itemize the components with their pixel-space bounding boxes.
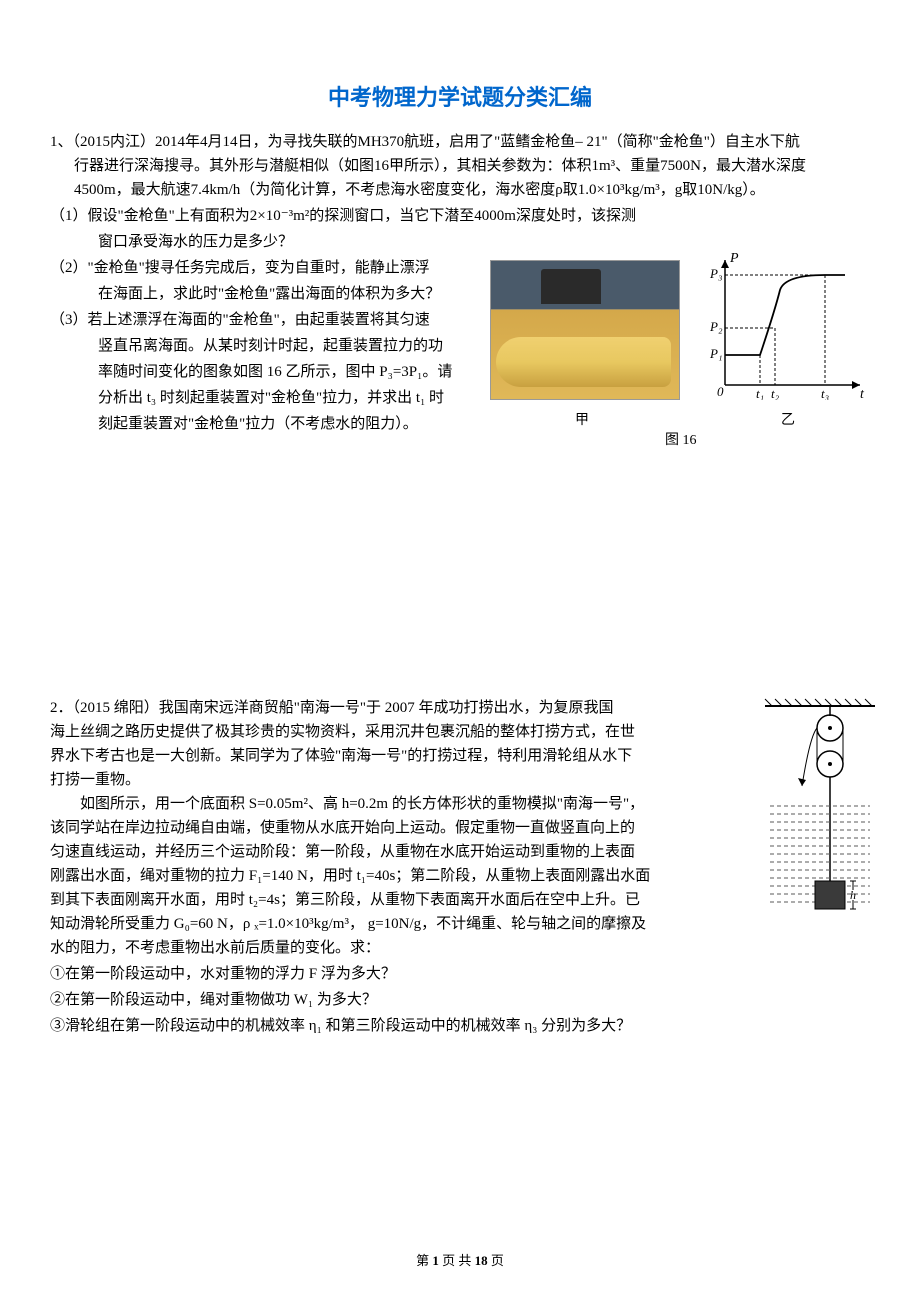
p2-para1-l3: 界水下考古也是一大创新。某同学为了体验"南海一号"的打捞过程，特利用滑轮组从水下 xyxy=(50,744,740,768)
problem-2: 2．（2015 绵阳）我国南宋远洋商贸船"南海一号"于 2007 年成功打捞出水… xyxy=(50,696,870,1038)
photo-background xyxy=(491,261,679,309)
page-footer: 第 1 页 共 18 页 xyxy=(0,1251,920,1272)
p1-lead-line1: 1、（2015内江）2014年4月14日，为寻找失联的MH370航班，启用了"蓝… xyxy=(50,130,870,154)
p1-q3-line3: 率随时间变化的图象如图 16 乙所示，图中 P₃=3P₁。请 xyxy=(98,360,498,384)
footer-prefix: 第 xyxy=(416,1253,432,1268)
footer-total: 18 xyxy=(475,1253,488,1268)
svg-text:0: 0 xyxy=(717,384,724,399)
svg-text:h: h xyxy=(850,888,856,902)
p2-para2-l4: 刚露出水面，绳对重物的拉力 F₁=140 N，用时 t₁=40s；第二阶段，从重… xyxy=(50,864,740,888)
p2-para1-l4: 打捞一重物。 xyxy=(50,768,740,792)
svg-text:t₁: t₁ xyxy=(756,386,764,400)
p2-para2-l3: 匀速直线运动，并经历三个运动阶段：第一阶段，从重物在水底开始运动到重物的上表面 xyxy=(50,840,740,864)
footer-mid: 页 共 xyxy=(439,1253,475,1268)
document-title: 中考物理力学试题分类汇编 xyxy=(50,80,870,115)
p2-para1-l2: 海上丝绸之路历史提供了极其珍贵的实物资料，采用沉井包裹沉船的整体打捞方式，在世 xyxy=(50,720,740,744)
p2-para2-l6: 知动滑轮所受重力 G₀=60 N，ρ ₓ=1.0×10³kg/m³， g=10N… xyxy=(50,912,740,936)
p1-lead-line3: 4500m，最大航速7.4km/h（为简化计算，不考虑海水密度变化，海水密度ρ取… xyxy=(74,178,870,202)
svg-text:t: t xyxy=(860,387,865,400)
svg-text:P₃: P₃ xyxy=(709,266,722,281)
fig16-caption-right: 乙 xyxy=(781,410,795,432)
p1-q3-line1: （3）若上述漂浮在海面的"金枪鱼"，由起重装置将其匀速 xyxy=(50,308,450,332)
p2-para2-l2: 该同学站在岸边拉动绳自由端，使重物从水底开始向上运动。假定重物一直做竖直向上的 xyxy=(50,816,740,840)
svg-text:t₂: t₂ xyxy=(771,386,780,400)
figure-16-graph: P₁ P₂ P₃ t₁ t₂ t₃ 0 P t xyxy=(700,250,870,400)
p1-lead-line2: 行器进行深海搜寻。其外形与潜艇相似（如图16甲所示），其相关参数为：体积1m³、… xyxy=(74,154,870,178)
p2-q1: ①在第一阶段运动中，水对重物的浮力 F 浮为多大？ xyxy=(50,962,740,986)
p1-q3-line2: 竖直吊离海面。从某时刻计时起，起重装置拉力的功 xyxy=(98,334,498,358)
p1-q2-line2: 在海面上，求此时"金枪鱼"露出海面的体积为多大？ xyxy=(98,282,498,306)
p2-q2: ②在第一阶段运动中，绳对重物做功 W₁ 为多大？ xyxy=(50,988,740,1012)
problem-1: 1、（2015内江）2014年4月14日，为寻找失联的MH370航班，启用了"蓝… xyxy=(50,130,870,436)
p2-para2-l1: 如图所示，用一个底面积 S=0.05m²、高 h=0.2m 的长方体形状的重物模… xyxy=(50,792,740,816)
fig16-caption-main: 图 16 xyxy=(665,430,697,452)
p1-q1-line1: （1）假设"金枪鱼"上有面积为2×10⁻³m²的探测窗口，当它下潜至4000m深… xyxy=(50,204,870,228)
p2-q3: ③滑轮组在第一阶段运动中的机械效率 η₁ 和第三阶段运动中的机械效率 η₃ 分别… xyxy=(50,1014,740,1038)
svg-text:P₁: P₁ xyxy=(709,346,722,361)
fig16-caption-left: 甲 xyxy=(575,410,589,432)
p1-q2-line1: （2）"金枪鱼"搜寻任务完成后，变为自重时，能静止漂浮 xyxy=(50,256,450,280)
p1-q3-line5: 刻起重装置对"金枪鱼"拉力（不考虑水的阻力）。 xyxy=(98,412,498,436)
p1-q3-line4: 分析出 t₃ 时刻起重装置对"金枪鱼"拉力，并求出 t₁ 时 xyxy=(98,386,498,410)
auv-shape xyxy=(496,337,671,387)
figure-16-photo xyxy=(490,260,680,400)
svg-text:P: P xyxy=(729,251,739,266)
svg-text:P₂: P₂ xyxy=(709,319,723,334)
svg-text:t₃: t₃ xyxy=(821,386,829,400)
p2-para2-l7: 水的阻力，不考虑重物出水前后质量的变化。求： xyxy=(50,936,740,960)
footer-suffix: 页 xyxy=(488,1253,504,1268)
p2-para1-l1: 2．（2015 绵阳）我国南宋远洋商贸船"南海一号"于 2007 年成功打捞出水… xyxy=(50,696,740,720)
p2-body: 2．（2015 绵阳）我国南宋远洋商贸船"南海一号"于 2007 年成功打捞出水… xyxy=(50,696,740,1038)
pulley-figure: h xyxy=(760,696,880,926)
p2-para2-l5: 到其下表面刚离开水面，用时 t₂=4s；第三阶段，从重物下表面离开水面后在空中上… xyxy=(50,888,740,912)
figure-16-container: P₁ P₂ P₃ t₁ t₂ t₃ 0 P t 甲 乙 图 16 xyxy=(490,250,870,450)
